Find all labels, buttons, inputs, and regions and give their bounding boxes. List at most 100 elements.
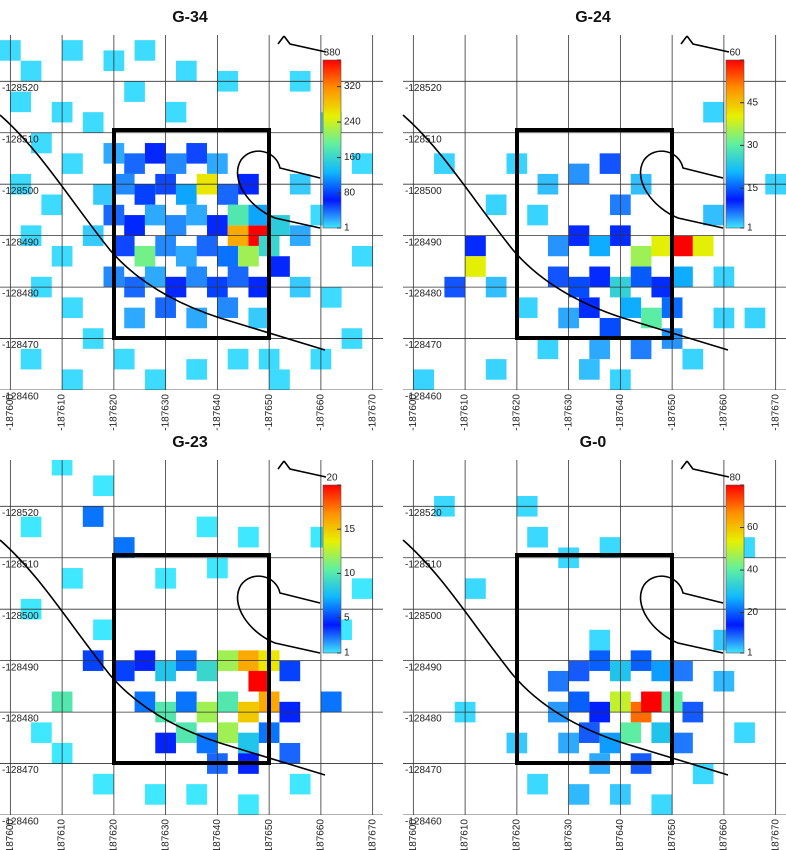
x-tick-label: -187650 [667, 394, 678, 431]
heat-cell [31, 132, 52, 154]
x-tick-label: -187610 [460, 819, 471, 850]
heat-cell [20, 516, 42, 538]
heat-cell [186, 204, 208, 226]
colorbar [322, 59, 342, 229]
heat-cell [547, 670, 569, 692]
y-tick-label: -128510 [405, 559, 442, 570]
y-tick-label: -128490 [2, 237, 39, 248]
plot-area [0, 35, 383, 390]
x-tick-label: -187610 [57, 819, 68, 850]
heat-cell [620, 722, 642, 743]
heat-cell [527, 773, 548, 795]
heat-cell [93, 773, 114, 795]
heat-cell [630, 266, 652, 288]
y-tick-label: -128470 [405, 765, 442, 776]
x-tick-label: -187670 [367, 819, 378, 850]
heat-cell [599, 537, 621, 558]
heat-cell [641, 691, 662, 713]
colorbar-label: 40 [747, 565, 759, 576]
x-tick-label: -187650 [264, 819, 275, 850]
heat-cell [651, 794, 673, 815]
heat-cell [599, 153, 621, 174]
heat-cell [485, 194, 507, 216]
heat-cell [589, 266, 611, 288]
x-tick-label: -187630 [563, 394, 574, 431]
y-tick-label: -128500 [2, 611, 39, 622]
colorbar-label: 20 [326, 473, 338, 484]
heat-cell [599, 317, 621, 339]
panel-title: G-24 [575, 9, 611, 26]
y-tick-label: -128470 [2, 765, 39, 776]
heat-cell [217, 184, 239, 205]
heat-cell [351, 245, 373, 267]
heat-cell [20, 60, 42, 82]
x-tick-label: -187600 [5, 394, 16, 431]
heat-cell [238, 245, 259, 267]
heat-cell [413, 369, 435, 390]
x-tick-label: -187600 [408, 394, 419, 431]
x-tick-label: -187620 [512, 394, 523, 431]
heat-cell [62, 297, 83, 318]
heat-cell [248, 307, 270, 329]
panel: -187600 -187610 -187620 -187630 -187640 -1876… [401, 434, 786, 850]
y-tick-label: -128510 [2, 559, 39, 570]
heat-cell [217, 722, 239, 743]
heat-cell [279, 742, 301, 764]
colorbar-label: 1 [344, 223, 350, 234]
heat-cell [703, 101, 724, 123]
heat-cell [82, 506, 104, 527]
heat-cell [465, 578, 486, 599]
heat-cell [186, 307, 208, 329]
y-tick-label: -128490 [2, 662, 39, 673]
colorbar-label: 380 [324, 48, 341, 59]
heat-cell [196, 732, 218, 754]
x-tick-label: -187630 [160, 819, 171, 850]
x-tick-label: -187650 [264, 394, 275, 431]
heat-cell [320, 691, 342, 713]
heat-cell [465, 256, 486, 277]
x-tick-label: -187630 [160, 394, 171, 431]
y-tick-label: -128500 [2, 186, 39, 197]
heat-cell [620, 297, 642, 318]
heat-cell [186, 143, 208, 164]
heat-cell [186, 266, 208, 288]
heat-cell [599, 732, 621, 754]
colorbar-label: 20 [747, 607, 759, 618]
heat-cell [144, 204, 166, 226]
heat-cell [93, 475, 114, 497]
heat-cell [269, 369, 290, 390]
heat-cell [672, 732, 693, 754]
heat-cell [547, 235, 569, 257]
colorbar [725, 484, 745, 654]
x-tick-label: -187630 [563, 819, 574, 850]
heat-cell [516, 297, 538, 318]
heat-cell [175, 691, 197, 713]
heat-cell [692, 235, 714, 257]
heat-cell [82, 112, 104, 133]
y-tick-label: -128520 [405, 508, 442, 519]
heat-cell [165, 215, 187, 236]
heat-cell [124, 153, 145, 174]
heat-cell [62, 153, 83, 174]
y-tick-label: -128480 [405, 289, 442, 300]
y-tick-label: -128480 [405, 714, 442, 725]
heat-cell [113, 660, 135, 682]
colorbar-label: 15 [747, 183, 759, 194]
x-tick-label: -187600 [408, 819, 419, 850]
panel-title: G-34 [172, 9, 208, 26]
heat-cell [589, 629, 611, 651]
heat-cell [186, 784, 208, 805]
x-tick-label: -187650 [667, 819, 678, 850]
heat-cell [134, 691, 156, 713]
heat-cell [41, 194, 63, 216]
colorbar-label: 5 [344, 612, 350, 623]
x-tick-label: -187660 [719, 394, 730, 431]
heat-cell [134, 40, 156, 61]
heat-cell [196, 235, 218, 257]
heat-cell [289, 773, 311, 795]
heat-cell [568, 660, 590, 682]
colorbar-label: 80 [344, 188, 356, 199]
heat-cell [568, 784, 590, 805]
heat-cell [196, 660, 218, 682]
heat-cell [351, 153, 373, 174]
